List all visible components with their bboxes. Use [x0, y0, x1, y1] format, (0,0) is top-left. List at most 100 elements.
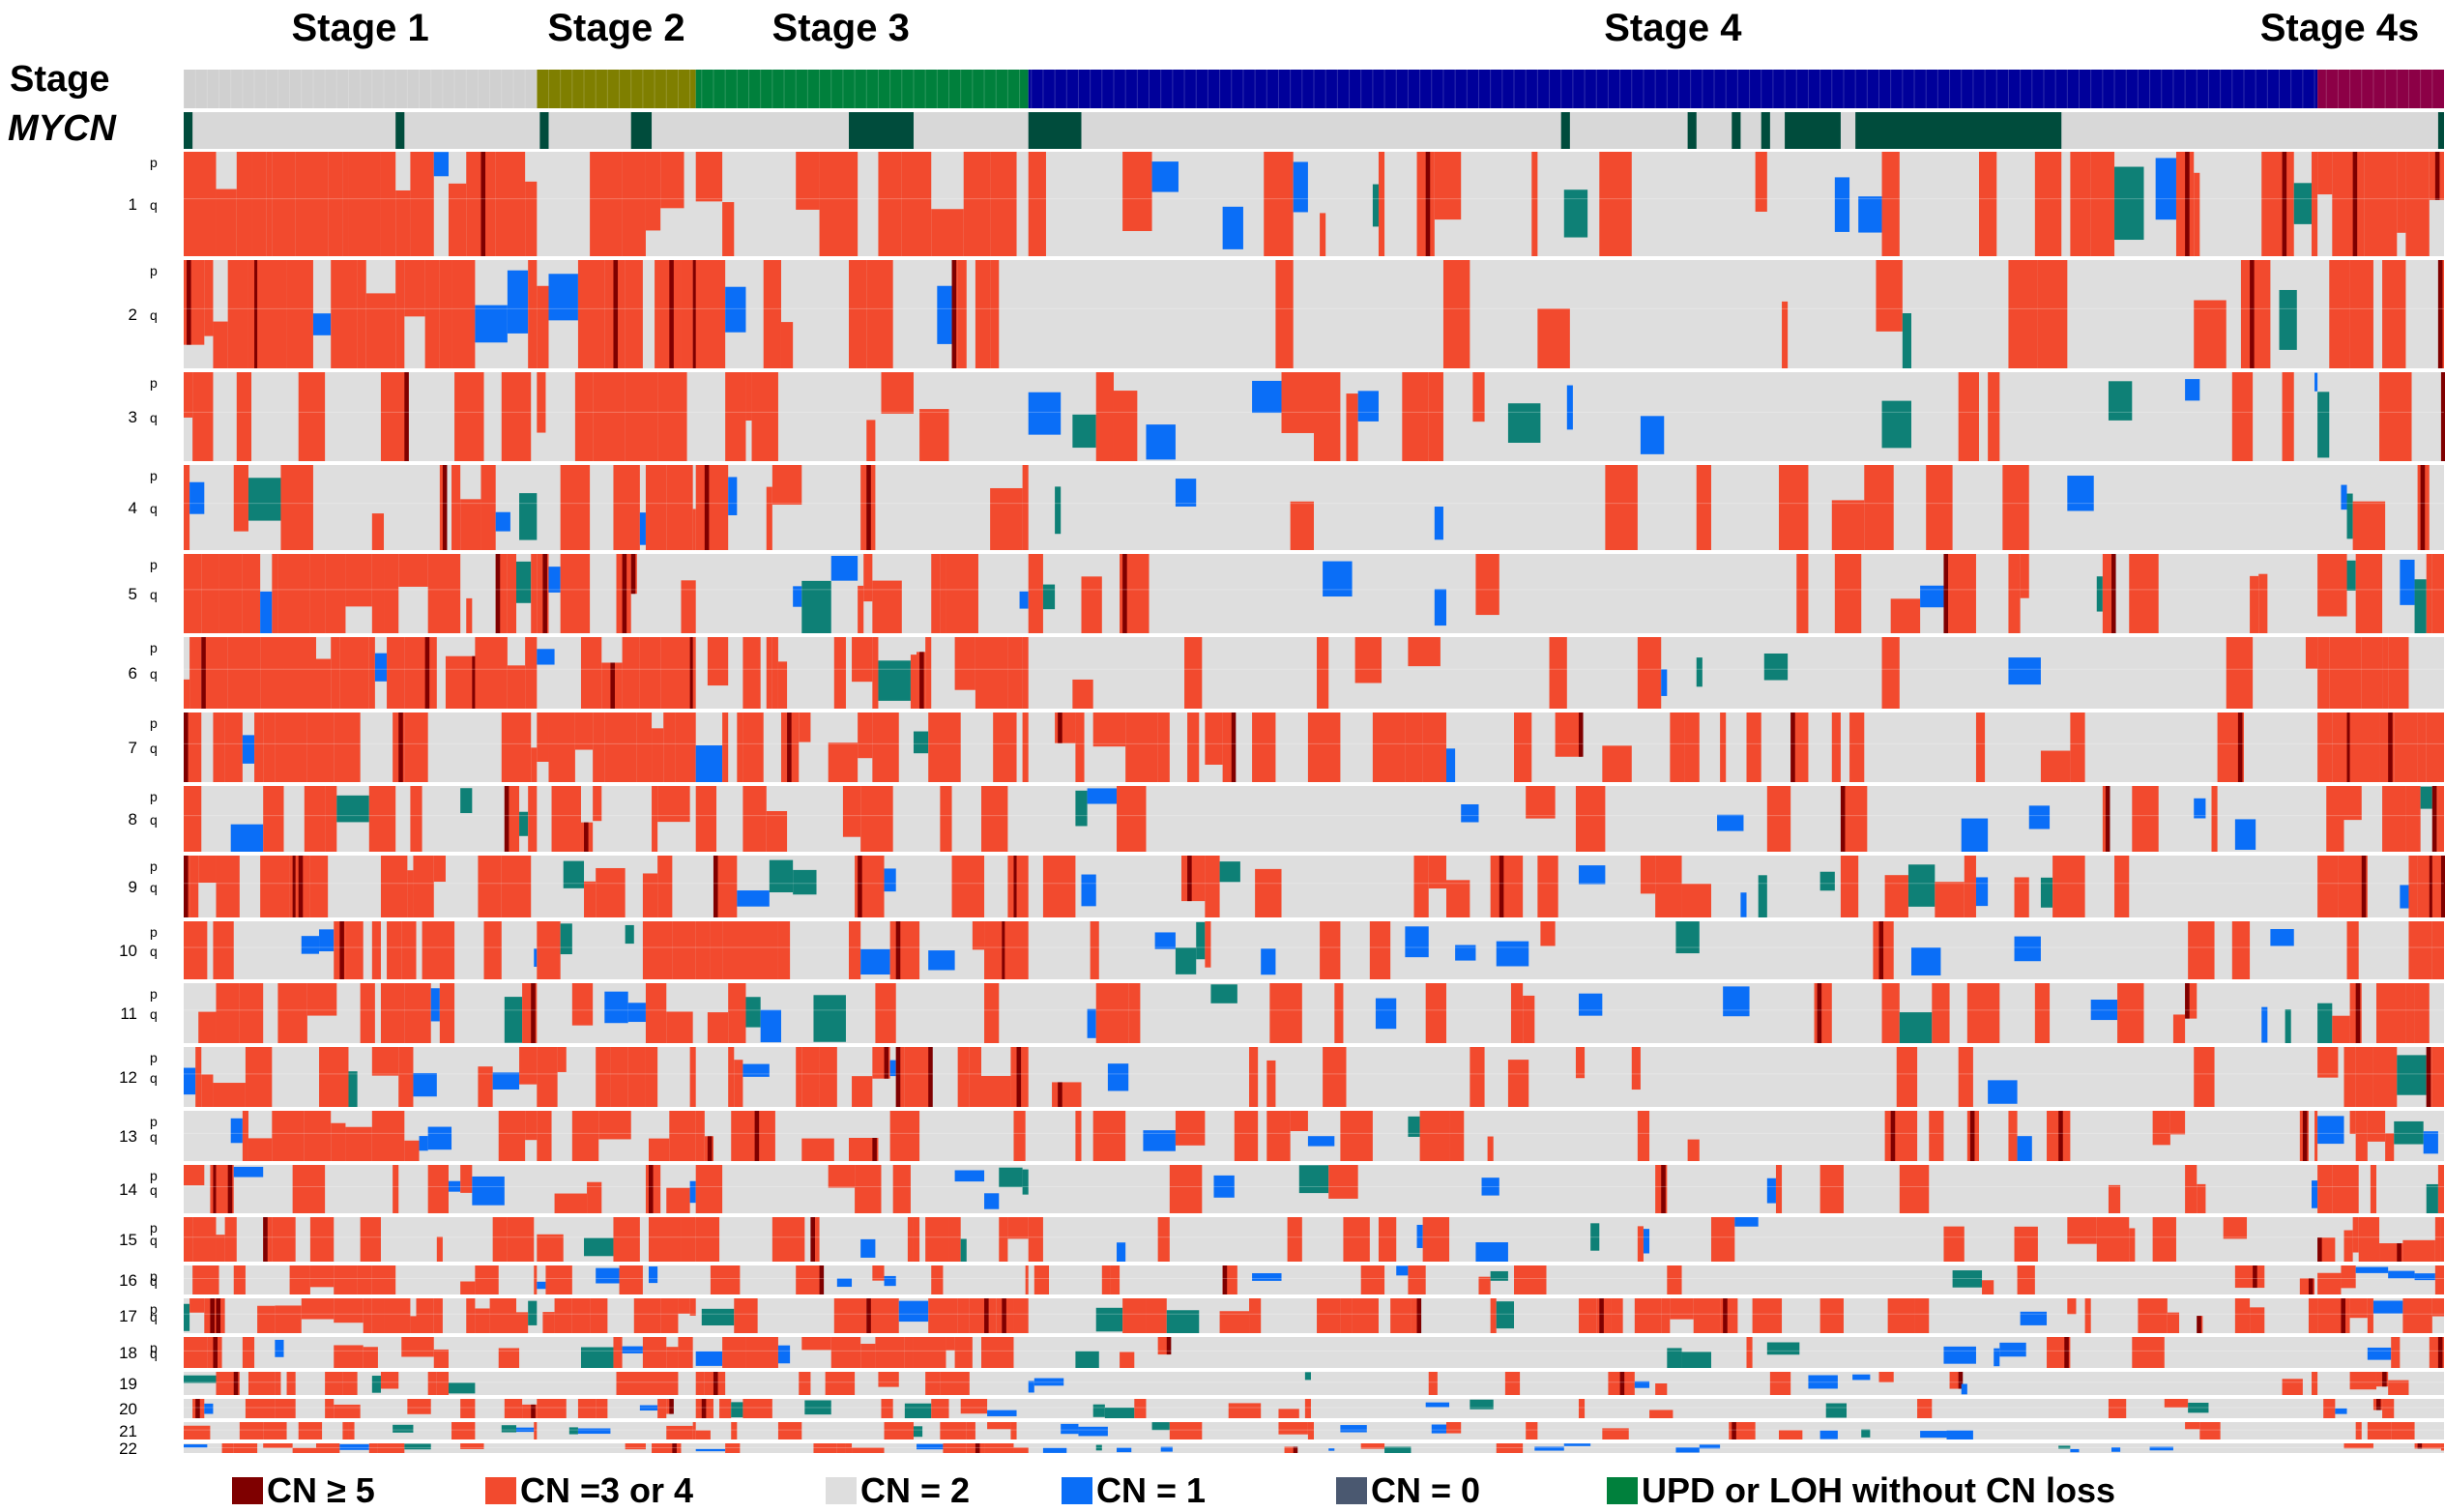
- cn-segment: [1819, 1430, 1838, 1439]
- cn-segment: [2358, 1217, 2380, 1262]
- cn-segment: [498, 1348, 520, 1368]
- cn-segment: [1946, 1430, 1973, 1439]
- cn-segment: [1526, 786, 1556, 819]
- cn-segment: [519, 1047, 538, 1085]
- cn-segment: [1734, 1217, 1759, 1227]
- cn-segment: [1028, 152, 1046, 256]
- cn-segment: [960, 1399, 988, 1414]
- cn-segment: [2367, 1298, 2373, 1333]
- cn-segment: [2346, 493, 2353, 539]
- cn-high-segment: [2110, 554, 2116, 633]
- mycn-amplified-block: [1761, 112, 1770, 149]
- cn-segment: [2397, 1055, 2427, 1095]
- cn-segment: [742, 712, 764, 782]
- cn-segment: [872, 637, 879, 709]
- cn-segment: [584, 1237, 614, 1257]
- cn-segment: [2110, 1447, 2121, 1452]
- cn-segment: [754, 1111, 775, 1161]
- cn-segment: [2308, 1298, 2318, 1333]
- cn-segment: [695, 745, 723, 782]
- cn-segment: [2067, 1217, 2097, 1244]
- cn-segment: [339, 1443, 369, 1450]
- cn-segment: [537, 1399, 567, 1418]
- stage-segment-2: [537, 70, 696, 108]
- cn-segment: [1994, 1348, 2000, 1367]
- cn-segment: [1661, 1298, 1671, 1333]
- cn-segment: [1975, 712, 1986, 782]
- cn-segment: [648, 1266, 658, 1284]
- cn-segment: [1101, 1265, 1111, 1294]
- cn-segment: [537, 921, 561, 979]
- cn-segment: [590, 1298, 608, 1333]
- cn-segment: [507, 554, 517, 633]
- cn-segment: [2317, 1116, 2344, 1145]
- cn-segment: [201, 1074, 214, 1107]
- cn-segment: [1157, 712, 1170, 782]
- cn-segment: [2317, 1272, 2342, 1294]
- cn-segment: [534, 948, 538, 968]
- cn-segment: [1075, 790, 1088, 827]
- cn-high-segment: [689, 637, 695, 709]
- cn-segment: [368, 786, 396, 852]
- cn-segment: [663, 712, 676, 782]
- cn-segment: [836, 1443, 846, 1453]
- cn-segment: [925, 1372, 941, 1395]
- cn-segment: [625, 372, 649, 461]
- cn-segment: [858, 585, 864, 633]
- cn-high-segment: [975, 1443, 980, 1453]
- cn-segment: [652, 728, 664, 782]
- cn-segment: [2414, 1273, 2435, 1281]
- cn-segment: [2332, 1015, 2350, 1043]
- cn-segment: [725, 1443, 741, 1453]
- cn-segment: [325, 1372, 343, 1395]
- cn-segment: [1449, 1111, 1465, 1161]
- stage-title-4: Stage 4: [1604, 7, 1742, 49]
- legend-swatch-6: [1607, 1477, 1638, 1504]
- cn-segment: [1670, 1298, 1694, 1320]
- cn-segment: [2312, 1180, 2318, 1208]
- cn-segment: [466, 597, 473, 633]
- cn-segment: [766, 486, 772, 550]
- cn-segment: [2172, 1014, 2186, 1043]
- cn-segment: [2434, 1217, 2441, 1262]
- cn-segment: [892, 1165, 911, 1213]
- cn-segment: [2312, 152, 2318, 256]
- cn-segment: [334, 1265, 358, 1294]
- cn-segment: [889, 921, 920, 979]
- cn-segment: [666, 1187, 690, 1213]
- cn-segment: [1010, 1422, 1017, 1439]
- cn-segment: [633, 1298, 661, 1333]
- cn-segment: [263, 1443, 293, 1448]
- cn-segment: [695, 260, 726, 368]
- cn-segment: [272, 554, 278, 633]
- cn-segment: [1369, 921, 1391, 979]
- cn-segment: [1555, 712, 1583, 757]
- cn-segment: [233, 1166, 264, 1178]
- cn-segment: [2279, 289, 2297, 350]
- cn-segment: [384, 554, 399, 633]
- cn-segment: [963, 152, 991, 256]
- cn-segment: [842, 786, 861, 837]
- cn-segment: [2014, 936, 2041, 962]
- cn-segment: [1643, 1229, 1650, 1254]
- cn-segment: [448, 183, 467, 256]
- cn-segment: [377, 1443, 405, 1453]
- cn-segment: [1667, 1265, 1682, 1294]
- cn-segment: [858, 712, 873, 759]
- cn-segment: [681, 260, 693, 368]
- cn-segment: [1763, 653, 1789, 681]
- cn-segment: [1746, 1337, 1753, 1368]
- cn-segment: [301, 936, 320, 954]
- cn-high-segment: [1578, 712, 1584, 757]
- cn-segment: [233, 1443, 258, 1453]
- cn-segment: [639, 512, 646, 545]
- cn-high-segment: [1013, 856, 1019, 917]
- mycn-amplified-block: [1028, 112, 1082, 149]
- cn-segment: [828, 742, 859, 782]
- cn-segment: [1496, 1443, 1524, 1453]
- cn-segment: [813, 1443, 837, 1453]
- cn-segment: [266, 152, 273, 256]
- cn-segment: [495, 152, 526, 256]
- cn-segment: [1104, 1408, 1135, 1418]
- cn-segment: [1323, 561, 1353, 597]
